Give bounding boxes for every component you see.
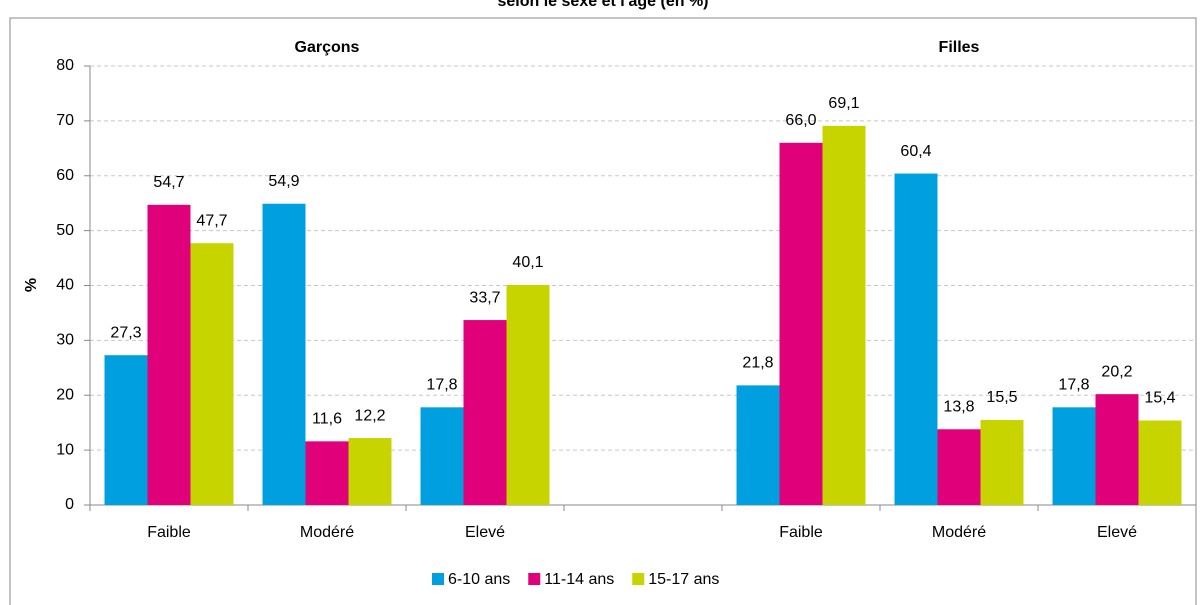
value-label: 60,4 <box>900 143 931 160</box>
group-label: Garçons <box>295 39 360 56</box>
bar <box>463 320 507 505</box>
value-label: 15,4 <box>1144 390 1175 407</box>
y-tick-label: 60 <box>56 167 74 184</box>
value-label: 33,7 <box>469 289 500 306</box>
bar <box>506 284 550 505</box>
group-label: Filles <box>939 39 980 56</box>
bar <box>104 355 148 505</box>
bar <box>822 125 866 505</box>
value-label: 17,8 <box>1058 377 1089 394</box>
value-label: 40,1 <box>512 254 543 271</box>
value-label: 27,3 <box>110 324 141 341</box>
value-label: 47,7 <box>196 212 227 229</box>
value-label: 54,9 <box>268 173 299 190</box>
x-tick-label: Elevé <box>1097 524 1137 541</box>
bar <box>1138 420 1182 505</box>
value-label: 66,0 <box>785 112 816 129</box>
value-label: 15,5 <box>986 389 1017 406</box>
bar <box>1052 407 1096 505</box>
y-axis-label: % <box>23 278 40 292</box>
legend-swatch <box>528 573 541 585</box>
bar <box>262 203 306 505</box>
chart-title: selon le sexe et l'âge (en %) <box>498 0 709 10</box>
bar <box>147 204 191 506</box>
bar <box>348 438 392 505</box>
value-label: 13,8 <box>943 398 974 415</box>
bar <box>305 441 349 505</box>
y-tick-label: 40 <box>56 277 74 294</box>
x-tick-label: Faible <box>147 524 191 541</box>
y-tick-label: 20 <box>56 386 74 403</box>
bar <box>420 407 464 505</box>
value-label: 17,8 <box>426 377 457 394</box>
x-tick-label: Faible <box>779 524 823 541</box>
value-label: 11,6 <box>312 411 342 428</box>
bar <box>980 419 1024 505</box>
x-tick-label: Modéré <box>932 524 986 541</box>
y-tick-label: 50 <box>56 222 74 239</box>
legend-label: 11-14 ans <box>544 571 614 588</box>
value-label: 21,8 <box>742 355 773 372</box>
bar <box>1095 394 1139 505</box>
value-label: 69,1 <box>828 95 859 112</box>
bar <box>190 243 234 505</box>
x-tick-label: Modéré <box>300 524 354 541</box>
legend-swatch <box>632 573 645 585</box>
legend-label: 15-17 ans <box>648 571 719 588</box>
bar <box>937 429 981 505</box>
legend-label: 6-10 ans <box>448 571 510 588</box>
y-tick-label: 0 <box>65 496 74 513</box>
value-label: 54,7 <box>153 174 184 191</box>
bar <box>736 385 780 505</box>
bar <box>779 142 823 505</box>
y-tick-label: 80 <box>56 57 74 74</box>
y-tick-label: 10 <box>56 441 74 458</box>
x-tick-label: Elevé <box>465 524 505 541</box>
value-label: 12,2 <box>354 407 385 424</box>
bar <box>894 173 938 505</box>
y-tick-label: 30 <box>56 332 74 349</box>
y-tick-label: 70 <box>56 112 74 129</box>
value-label: 20,2 <box>1101 363 1132 380</box>
legend-swatch <box>432 573 444 585</box>
